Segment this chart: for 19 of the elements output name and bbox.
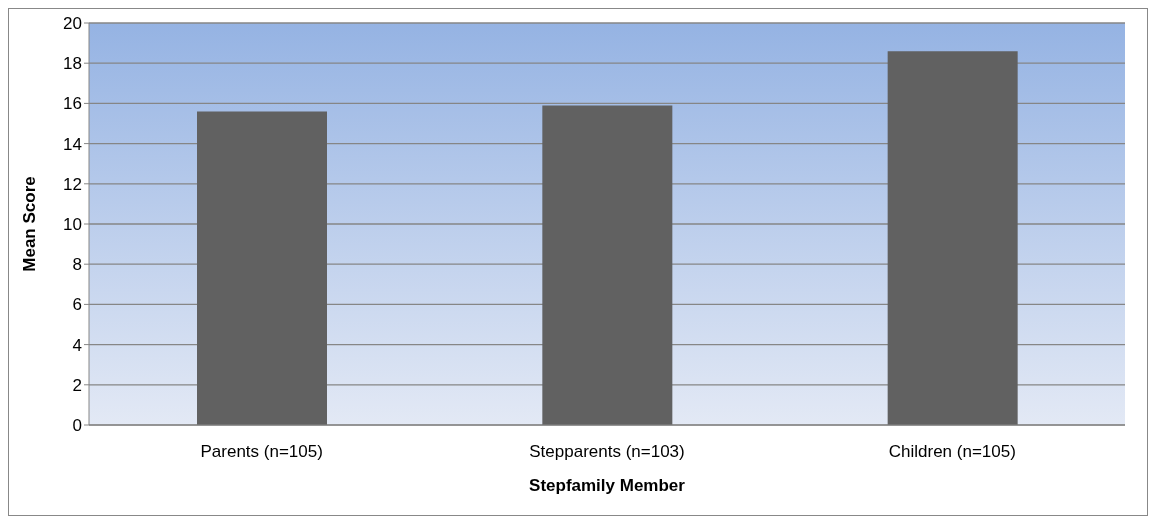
y-tick-label: 18	[63, 54, 82, 74]
y-tick-label: 8	[72, 255, 82, 275]
y-tick-label: 16	[63, 94, 82, 114]
y-tick-label: 6	[72, 295, 82, 315]
y-tick-label: 14	[63, 134, 82, 154]
bar	[197, 111, 327, 425]
bar	[542, 105, 673, 425]
y-tick-label: 2	[72, 375, 82, 395]
y-tick-label: 20	[63, 14, 82, 34]
x-axis-title: Stepfamily Member	[529, 476, 686, 495]
x-tick-label: Stepparents (n=103)	[529, 442, 685, 462]
y-tick-label: 0	[72, 416, 82, 436]
x-tick-label: Parents (n=105)	[200, 442, 323, 462]
bar	[887, 51, 1018, 425]
y-tick-label: 4	[72, 335, 82, 355]
x-tick-label: Children (n=105)	[888, 442, 1016, 462]
y-tick-label: 10	[63, 215, 82, 235]
y-axis-title: Mean Score	[20, 176, 40, 272]
y-tick-label: 12	[63, 174, 82, 194]
